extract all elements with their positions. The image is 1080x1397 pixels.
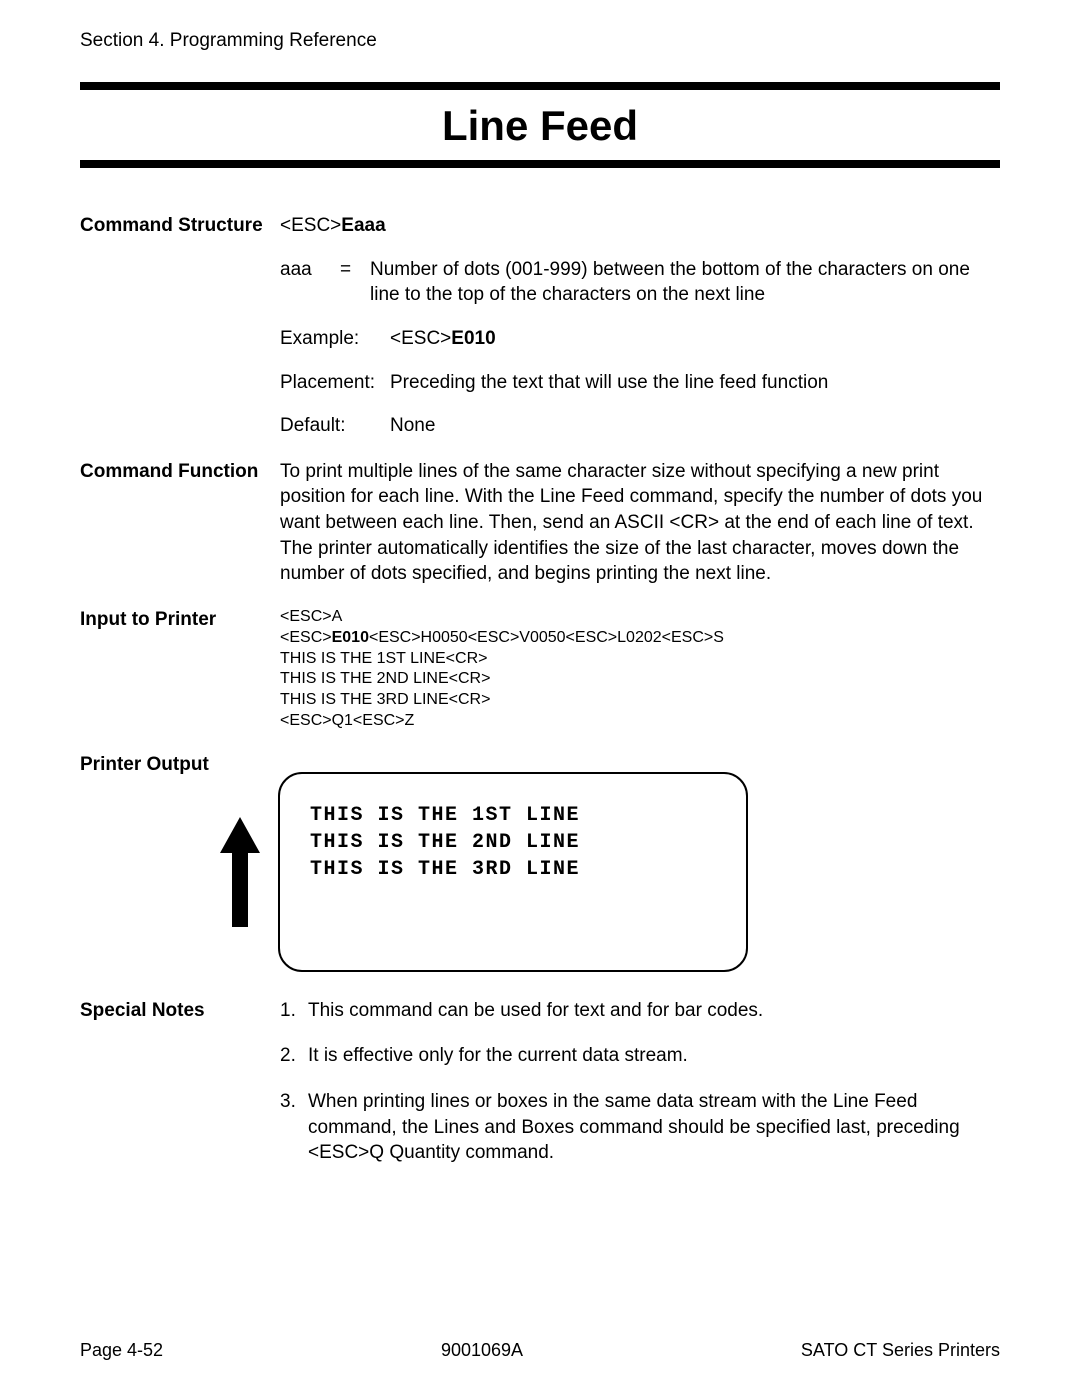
top-rule — [80, 82, 1000, 90]
label-preview: THIS IS THE 1ST LINE THIS IS THE 2ND LIN… — [278, 772, 748, 972]
note-num-3: 3. — [280, 1089, 308, 1166]
input-line-3: THIS IS THE 1ST LINE<CR> — [280, 649, 1000, 670]
output-line-3: THIS IS THE 3RD LINE — [310, 856, 746, 883]
command-structure-body: <ESC>Eaaa aaa = Number of dots (001-999)… — [280, 213, 1000, 439]
note-text-1: This command can be used for text and fo… — [308, 998, 1000, 1024]
note-item-1: 1. This command can be used for text and… — [280, 998, 1000, 1024]
header-section: Section 4. Programming Reference — [80, 30, 1000, 52]
command-structure-row: Command Structure <ESC>Eaaa aaa = Number… — [80, 213, 1000, 439]
command-function-text: To print multiple lines of the same char… — [280, 459, 1000, 587]
arrow-up-icon — [220, 817, 260, 927]
param-name: aaa — [280, 257, 340, 308]
notes-list: 1. This command can be used for text and… — [280, 998, 1000, 1166]
syntax-bold: Eaaa — [341, 215, 385, 236]
note-text-2: It is effective only for the current dat… — [308, 1043, 1000, 1069]
example-body: <ESC>E010 — [390, 326, 1000, 352]
placement-row: Placement: Preceding the text that will … — [280, 370, 1000, 396]
note-num-2: 2. — [280, 1043, 308, 1069]
note-num-1: 1. — [280, 998, 308, 1024]
input-line-6: <ESC>Q1<ESC>Z — [280, 711, 1000, 732]
input-to-printer-body: <ESC>A <ESC>E010<ESC>H0050<ESC>V0050<ESC… — [280, 607, 1000, 732]
output-line-1: THIS IS THE 1ST LINE — [310, 802, 746, 829]
placement-label: Placement: — [280, 370, 390, 396]
default-label: Default: — [280, 413, 390, 439]
param-row: aaa = Number of dots (001-999) between t… — [280, 257, 1000, 308]
page-title: Line Feed — [80, 102, 1000, 150]
example-bold: E010 — [451, 328, 495, 349]
command-function-row: Command Function To print multiple lines… — [80, 459, 1000, 587]
special-notes-label: Special Notes — [80, 998, 280, 1186]
content: Command Structure <ESC>Eaaa aaa = Number… — [80, 213, 1000, 1186]
printer-output-row: Printer Output THIS IS THE 1ST LINE THIS… — [80, 752, 1000, 992]
note-item-3: 3. When printing lines or boxes in the s… — [280, 1089, 1000, 1166]
syntax-prefix: <ESC> — [280, 215, 341, 236]
note-item-2: 2. It is effective only for the current … — [280, 1043, 1000, 1069]
bottom-rule — [80, 160, 1000, 168]
example-prefix: <ESC> — [390, 328, 451, 349]
input-line-1: <ESC>A — [280, 607, 1000, 628]
command-function-label: Command Function — [80, 459, 280, 587]
output-line-2: THIS IS THE 2ND LINE — [310, 829, 746, 856]
note-text-3: When printing lines or boxes in the same… — [308, 1089, 1000, 1166]
input-line-2b: E010 — [332, 629, 369, 646]
example-label: Example: — [280, 326, 390, 352]
footer-left: Page 4-52 — [80, 1340, 163, 1361]
default-text: None — [390, 413, 1000, 439]
input-line-2: <ESC>E010<ESC>H0050<ESC>V0050<ESC>L0202<… — [280, 628, 1000, 649]
default-row: Default: None — [280, 413, 1000, 439]
special-notes-body: 1. This command can be used for text and… — [280, 998, 1000, 1186]
footer: Page 4-52 9001069A SATO CT Series Printe… — [80, 1340, 1000, 1361]
output-area: THIS IS THE 1ST LINE THIS IS THE 2ND LIN… — [220, 772, 1000, 972]
syntax-line: <ESC>Eaaa — [280, 213, 1000, 239]
input-line-4: THIS IS THE 2ND LINE<CR> — [280, 669, 1000, 690]
footer-right: SATO CT Series Printers — [801, 1340, 1000, 1361]
input-line-2a: <ESC> — [280, 629, 332, 646]
input-line-5: THIS IS THE 3RD LINE<CR> — [280, 690, 1000, 711]
placement-text: Preceding the text that will use the lin… — [390, 370, 1000, 396]
input-to-printer-row: Input to Printer <ESC>A <ESC>E010<ESC>H0… — [80, 607, 1000, 732]
input-to-printer-label: Input to Printer — [80, 607, 280, 732]
example-row: Example: <ESC>E010 — [280, 326, 1000, 352]
page: Section 4. Programming Reference Line Fe… — [0, 0, 1080, 1397]
footer-center: 9001069A — [441, 1340, 523, 1361]
special-notes-row: Special Notes 1. This command can be use… — [80, 998, 1000, 1186]
param-desc: Number of dots (001-999) between the bot… — [370, 257, 1000, 308]
input-line-2c: <ESC>H0050<ESC>V0050<ESC>L0202<ESC>S — [369, 629, 724, 646]
printer-output-body: THIS IS THE 1ST LINE THIS IS THE 2ND LIN… — [280, 752, 1000, 992]
command-structure-label: Command Structure — [80, 213, 280, 439]
param-eq: = — [340, 257, 370, 308]
